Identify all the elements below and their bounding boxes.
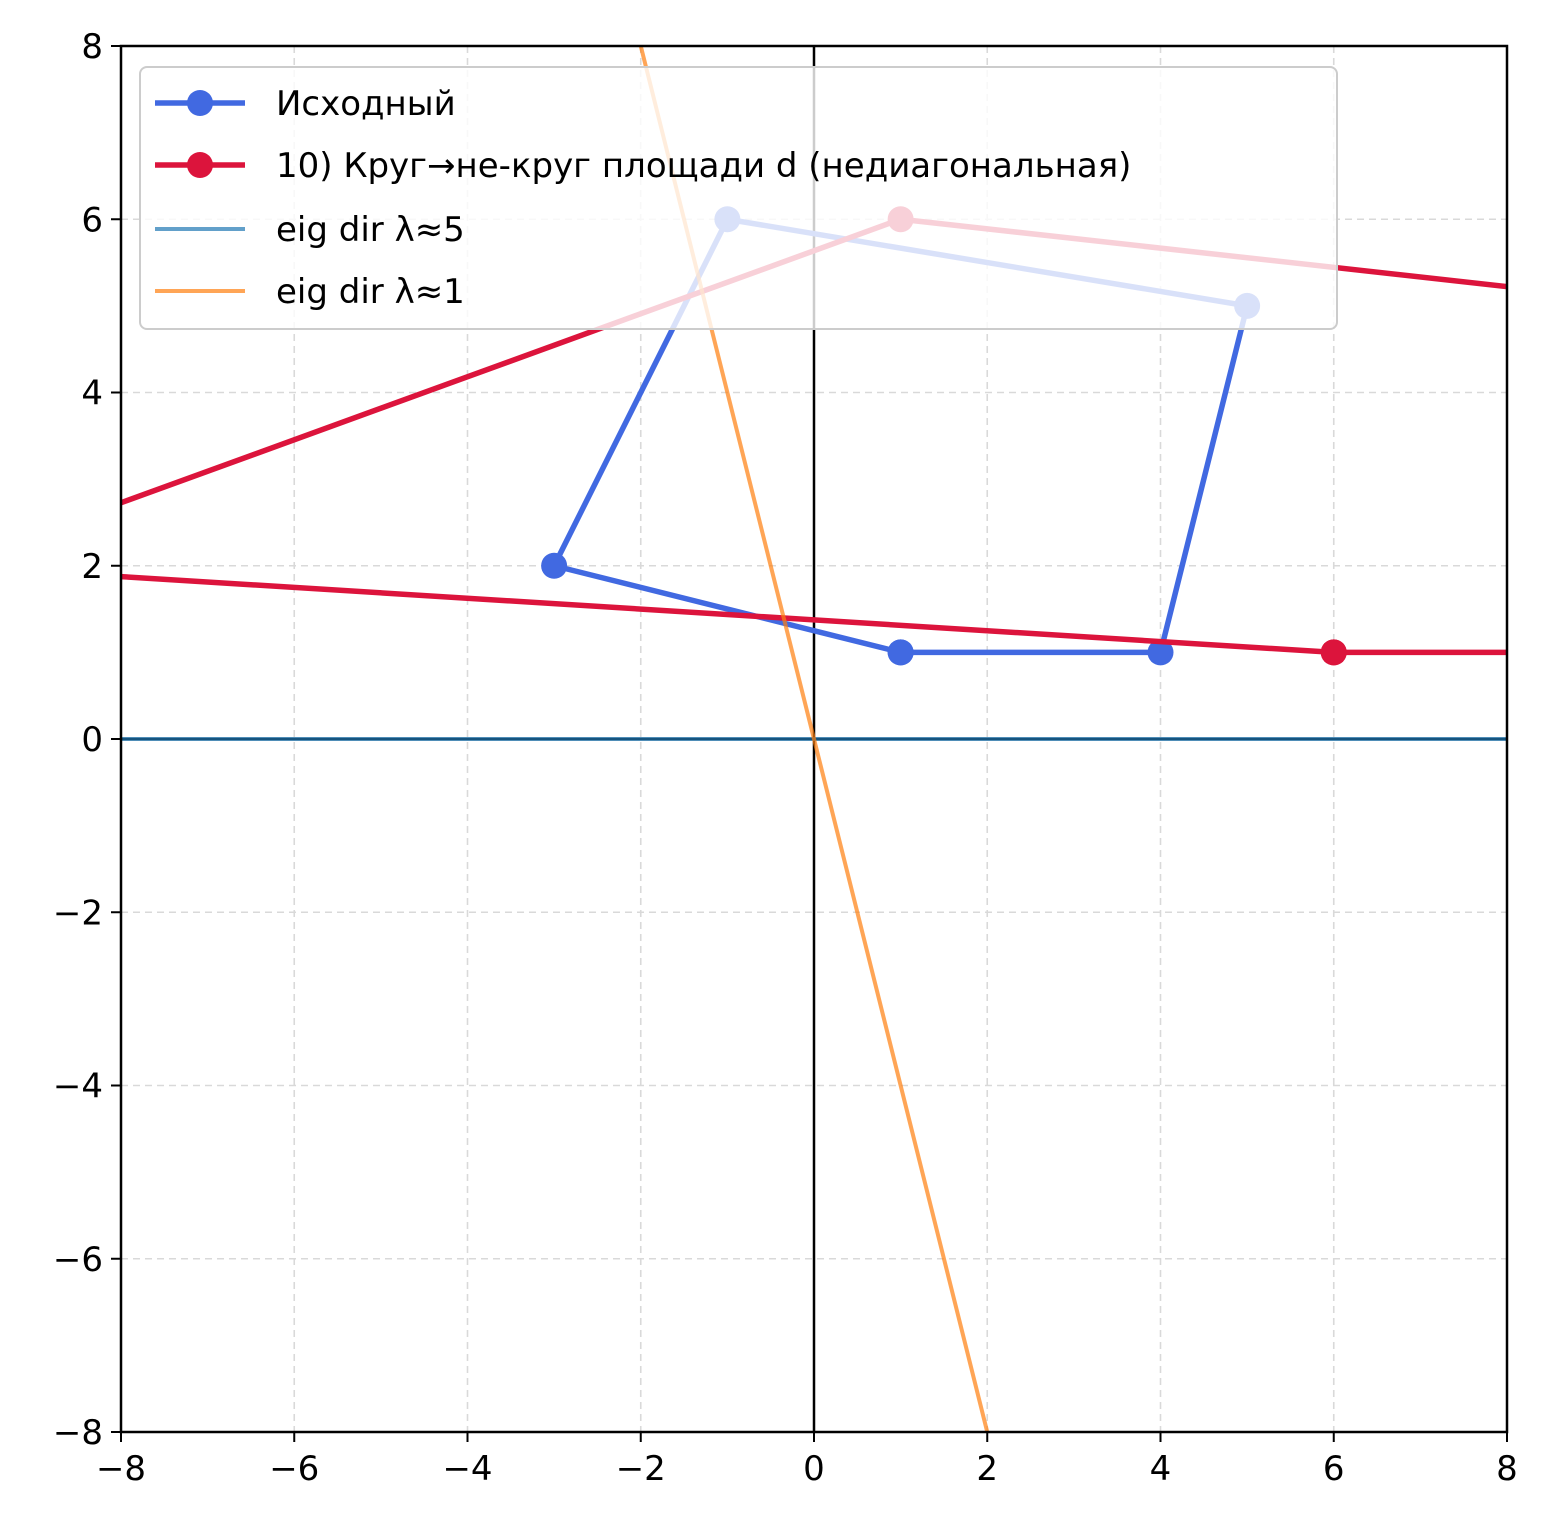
x-tick-label: −2: [616, 1449, 666, 1489]
x-tick-label: −8: [96, 1449, 146, 1489]
data-point: [541, 552, 568, 579]
data-point: [1147, 639, 1174, 666]
legend: Исходный 10) Круг→не-круг площади d (неди…: [139, 66, 1338, 330]
legend-label: eig dir λ≈5: [276, 210, 465, 250]
y-tick-label: 2: [81, 547, 103, 587]
y-tick-label: 4: [81, 374, 103, 414]
x-tick-label: 0: [803, 1449, 825, 1489]
y-tick-label: 0: [81, 720, 103, 760]
legend-swatch-marker: [187, 152, 213, 178]
x-tick-label: −6: [269, 1449, 319, 1489]
legend-label: 10) Круг→не-круг площади d (недиагональн…: [276, 146, 1131, 186]
x-tick-label: 8: [1496, 1449, 1518, 1489]
legend-box: [139, 66, 1338, 330]
legend-label: Исходный: [276, 84, 456, 124]
x-tick-label: 4: [1150, 1449, 1172, 1489]
y-tick-label: −8: [53, 1413, 103, 1453]
x-tick-label: 6: [1323, 1449, 1345, 1489]
y-tick-label: −4: [53, 1067, 103, 1107]
y-tick-label: 8: [81, 27, 103, 67]
data-point: [1320, 639, 1347, 666]
y-tick-label: 6: [81, 200, 103, 240]
y-tick-label: −2: [53, 893, 103, 933]
legend-swatch-marker: [187, 90, 213, 116]
ticks: −8 −6 −4 −2 0 2 4 6 8 −8 −6 −4 −2 0 2 4 6 8: [53, 27, 1518, 1489]
x-tick-label: −4: [442, 1449, 492, 1489]
x-tick-label: 2: [976, 1449, 998, 1489]
legend-label: eig dir λ≈1: [276, 272, 465, 312]
y-tick-label: −6: [53, 1240, 103, 1280]
data-point: [887, 639, 914, 666]
